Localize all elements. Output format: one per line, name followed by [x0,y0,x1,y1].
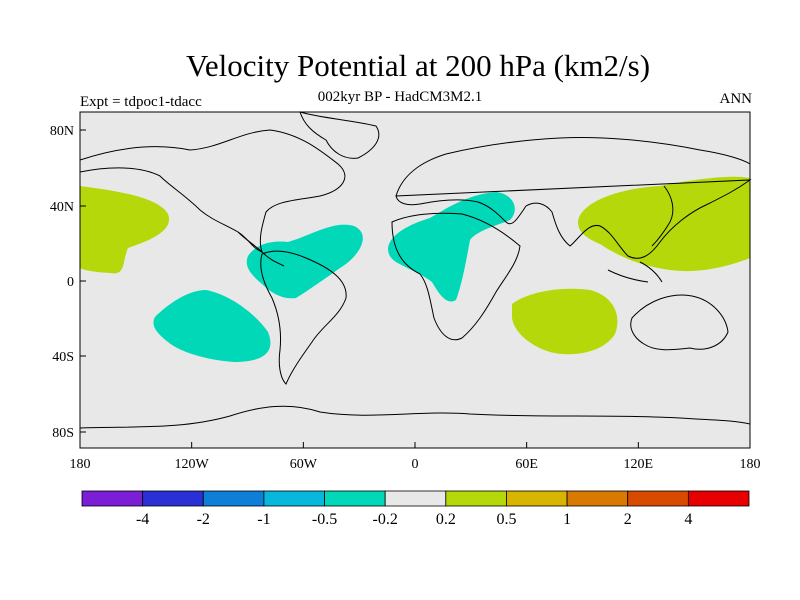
colorbar-swatch [445,490,507,507]
coastline-greenland [299,111,380,159]
coastline-africa [391,212,521,341]
lon-tick-label: 120E [624,457,654,472]
colorbar-swatch [324,490,386,507]
colorbar-label: -2 [197,511,210,528]
lon-tick-label: 60E [515,457,538,472]
colorbar-swatch [627,490,689,507]
lon-tick-label: 180 [70,457,91,472]
lon-tick-label: 0 [412,457,419,472]
colorbar-swatch [263,490,325,507]
lon-tick-label: 60W [290,457,318,472]
colorbar-swatch [506,490,568,507]
plot-subtitle: 002kyr BP - HadCM3M2.1 [317,89,483,105]
map-background [80,112,750,448]
latitude-axis: 80N 40N 0 40S 80S [50,124,86,441]
colorbar-swatch [202,490,265,507]
colorbar-swatch [687,490,750,507]
colorbar-label: -0.2 [373,511,398,528]
colorbar-swatch [566,490,629,507]
coastline-antarctica [79,405,751,429]
coastline-north-america [79,129,346,253]
lat-tick-label: 0 [67,275,74,290]
colorbar-swatch [81,490,144,507]
colorbar-label: 1 [563,511,571,528]
experiment-label: Expt = tdpoc1-tdacc [80,94,202,110]
negative-anomaly-tropical-atlantic [246,224,363,299]
coastline-central-america [237,231,285,267]
colorbar: -4 -2 -1 -0.5 -0.2 0.2 0.5 1 2 4 [81,490,750,528]
plot-title: Velocity Potential at 200 hPa (km2/s) [185,48,651,83]
negative-anomaly-south-pacific [153,290,271,362]
lon-tick-label: 120W [175,457,210,472]
coastline-south-america [260,250,347,385]
colorbar-label: -0.5 [312,511,337,528]
colorbar-swatch [142,490,204,507]
coastline-japan [651,185,674,247]
lat-tick-label: 40N [50,200,74,215]
coastline-indonesia [607,261,663,283]
colorbar-label: -4 [136,511,149,528]
lat-tick-label: 80S [52,426,74,441]
coastline-australia [630,294,729,351]
colorbar-label: 0.2 [436,511,456,528]
colorbar-label: 2 [624,511,632,528]
season-label: ANN [719,91,753,107]
lat-tick-label: 80N [50,124,74,139]
positive-anomaly-indian-ocean [512,288,618,355]
lat-tick-label: 40S [52,350,74,365]
colorbar-swatch [384,490,447,507]
colorbar-label: -1 [257,511,270,528]
coastline-eurasia [395,137,752,259]
longitude-axis: 180 120W 60W 0 60E 120E 180 [70,442,761,472]
colorbar-label: 0.5 [496,511,516,528]
colorbar-label: 4 [684,511,692,528]
positive-anomaly-east-pacific [80,186,170,274]
coastlines [79,111,752,429]
lon-tick-label: 180 [740,457,761,472]
